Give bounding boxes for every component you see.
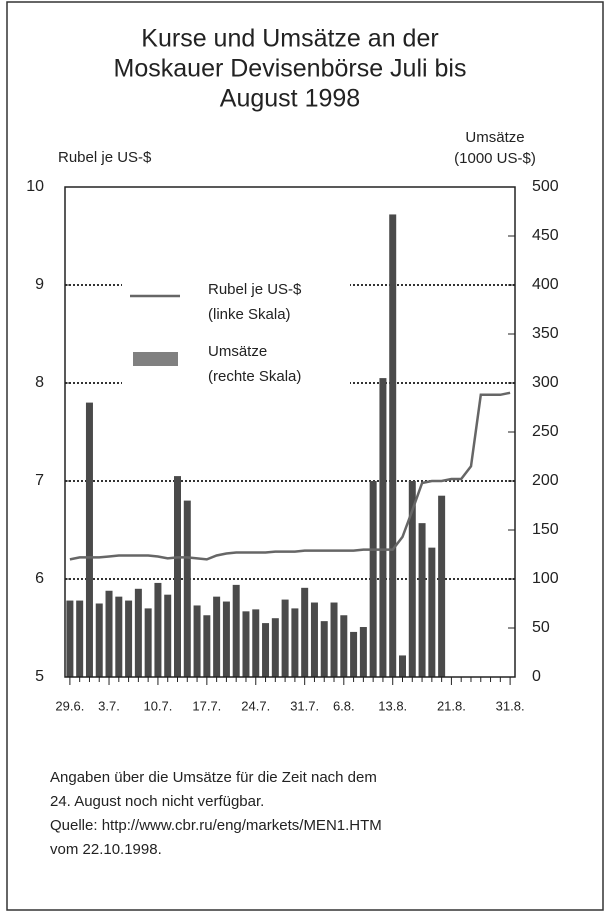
bar [125, 600, 133, 677]
bar [232, 584, 240, 677]
y-tick-label: 5 [35, 668, 44, 685]
y-tick-label: 10 [26, 178, 44, 195]
y2-tick-label: 250 [532, 423, 559, 440]
y-tick-label: 7 [35, 472, 44, 489]
bar [164, 594, 172, 677]
bar [262, 623, 270, 677]
bar [320, 621, 328, 677]
legend-label: Rubel je US-$ [208, 281, 302, 298]
y2-tick-label: 50 [532, 619, 550, 636]
y-tick-label: 6 [35, 570, 44, 587]
legend-bg [122, 272, 350, 392]
bar [369, 481, 377, 677]
footnote: Quelle: http://www.cbr.ru/eng/markets/ME… [50, 817, 382, 834]
frame [6, 1, 604, 911]
footnote: 24. August noch nicht verfügbar. [50, 793, 264, 810]
bar [399, 655, 406, 677]
bar [291, 608, 299, 677]
bar [310, 602, 318, 677]
y-axis-label: Rubel je US-$ [58, 149, 152, 166]
bar [95, 603, 103, 677]
bar [85, 402, 93, 677]
y2-axis-label: Umsätze [465, 129, 524, 146]
x-tick-label: 13.8. [378, 698, 407, 713]
y-tick-label: 9 [35, 276, 44, 293]
footnote: Angaben über die Umsätze für die Zeit na… [50, 769, 377, 786]
y-tick-label: 8 [35, 374, 44, 391]
bar [438, 495, 446, 677]
x-tick-label: 3.7. [98, 698, 120, 713]
x-tick-label: 31.8. [496, 698, 525, 713]
x-tick-label: 6.8. [333, 698, 355, 713]
bar [144, 608, 152, 677]
y2-tick-label: 450 [532, 227, 559, 244]
bar [154, 582, 162, 677]
footnote: vom 22.10.1998. [50, 841, 162, 858]
bar [203, 615, 211, 677]
bar [340, 615, 348, 677]
bar [418, 523, 426, 677]
bar [193, 605, 201, 677]
bar [281, 599, 289, 677]
bar [428, 547, 436, 677]
chart-title: August 1998 [220, 85, 360, 113]
x-tick-label: 29.6. [55, 698, 84, 713]
bar [252, 609, 260, 677]
bar [379, 378, 387, 677]
bar [105, 590, 113, 677]
bar [115, 596, 123, 677]
bar [66, 600, 74, 677]
bar [271, 618, 279, 677]
y2-tick-label: 300 [532, 374, 559, 391]
bar [301, 587, 309, 677]
x-tick-label: 21.8. [437, 698, 466, 713]
x-tick-label: 10.7. [143, 698, 172, 713]
bar [389, 214, 397, 677]
line [69, 391, 511, 561]
bar [350, 631, 358, 677]
bar [213, 596, 221, 677]
y2-tick-label: 350 [532, 325, 559, 342]
bar [183, 500, 191, 677]
bar [174, 476, 181, 677]
chart-title: Moskauer Devisenbörse Juli bis [114, 55, 467, 83]
y2-tick-label: 500 [532, 178, 559, 195]
bar [222, 601, 230, 677]
legend-note: (rechte Skala) [208, 368, 301, 385]
bar [76, 600, 84, 677]
y2-tick-label: 200 [532, 472, 559, 489]
y2-tick-label: 150 [532, 521, 559, 538]
legend-note: (linke Skala) [208, 306, 291, 323]
bar [330, 602, 338, 677]
legend-label: Umsätze [208, 343, 267, 360]
bar [408, 481, 416, 677]
x-tick-label: 31.7. [290, 698, 319, 713]
y2-axis-label: (1000 US-$) [454, 150, 536, 167]
x-tick-label: 17.7. [192, 698, 221, 713]
y2-tick-label: 0 [532, 668, 541, 685]
plot-frame [64, 186, 516, 678]
y2-tick-label: 400 [532, 276, 559, 293]
bar [242, 611, 250, 677]
chart-title: Kurse und Umsätze an der [141, 25, 438, 53]
y2-tick-label: 100 [532, 570, 559, 587]
bar [359, 627, 367, 677]
x-tick-label: 24.7. [241, 698, 270, 713]
bar [134, 588, 142, 677]
legend-swatch [133, 352, 178, 366]
